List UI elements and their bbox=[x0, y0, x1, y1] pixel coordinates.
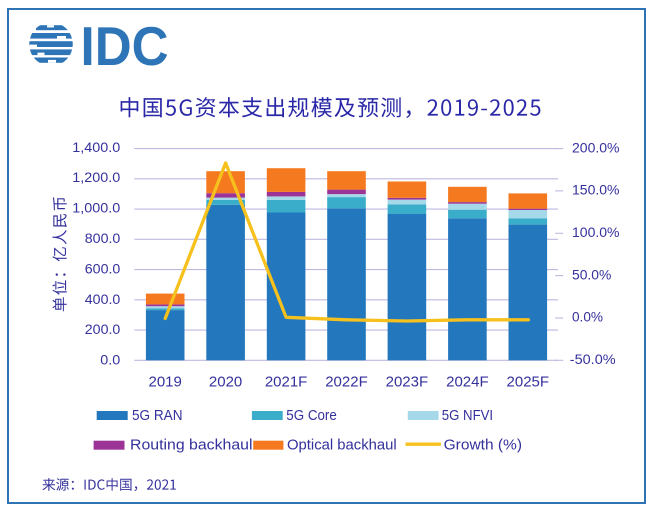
svg-text:50.0%: 50.0% bbox=[572, 267, 611, 282]
svg-text:800.0: 800.0 bbox=[85, 231, 121, 246]
svg-text:IDC: IDC bbox=[81, 16, 169, 77]
svg-text:100.0%: 100.0% bbox=[572, 225, 620, 240]
svg-text:5G RAN: 5G RAN bbox=[132, 407, 183, 424]
svg-text:2024F: 2024F bbox=[446, 373, 489, 390]
svg-text:2019: 2019 bbox=[149, 373, 182, 390]
svg-text:2021F: 2021F bbox=[265, 373, 308, 390]
svg-text:1,000.0: 1,000.0 bbox=[72, 201, 120, 216]
svg-text:600.0: 600.0 bbox=[85, 261, 121, 276]
svg-text:5G NFVI: 5G NFVI bbox=[442, 407, 493, 424]
svg-text:200.0: 200.0 bbox=[85, 322, 121, 337]
svg-text:5G Core: 5G Core bbox=[286, 407, 337, 424]
svg-text:Routing backhaul: Routing backhaul bbox=[130, 437, 253, 454]
svg-text:2025F: 2025F bbox=[507, 373, 550, 390]
svg-text:Growth (%): Growth (%) bbox=[444, 437, 522, 454]
svg-text:200.0%: 200.0% bbox=[572, 140, 620, 155]
svg-text:1,400.0: 1,400.0 bbox=[72, 140, 120, 155]
svg-text:Optical backhaul: Optical backhaul bbox=[287, 437, 397, 454]
svg-text:2020: 2020 bbox=[209, 373, 242, 390]
svg-text:2022F: 2022F bbox=[325, 373, 368, 390]
svg-text:400.0: 400.0 bbox=[85, 292, 121, 307]
svg-text:2023F: 2023F bbox=[386, 373, 429, 390]
svg-text:0.0: 0.0 bbox=[100, 353, 120, 368]
svg-text:150.0%: 150.0% bbox=[572, 183, 620, 198]
svg-text:1,200.0: 1,200.0 bbox=[72, 170, 120, 185]
svg-text:0.0%: 0.0% bbox=[572, 310, 603, 325]
svg-text:-50.0%: -50.0% bbox=[570, 352, 616, 367]
